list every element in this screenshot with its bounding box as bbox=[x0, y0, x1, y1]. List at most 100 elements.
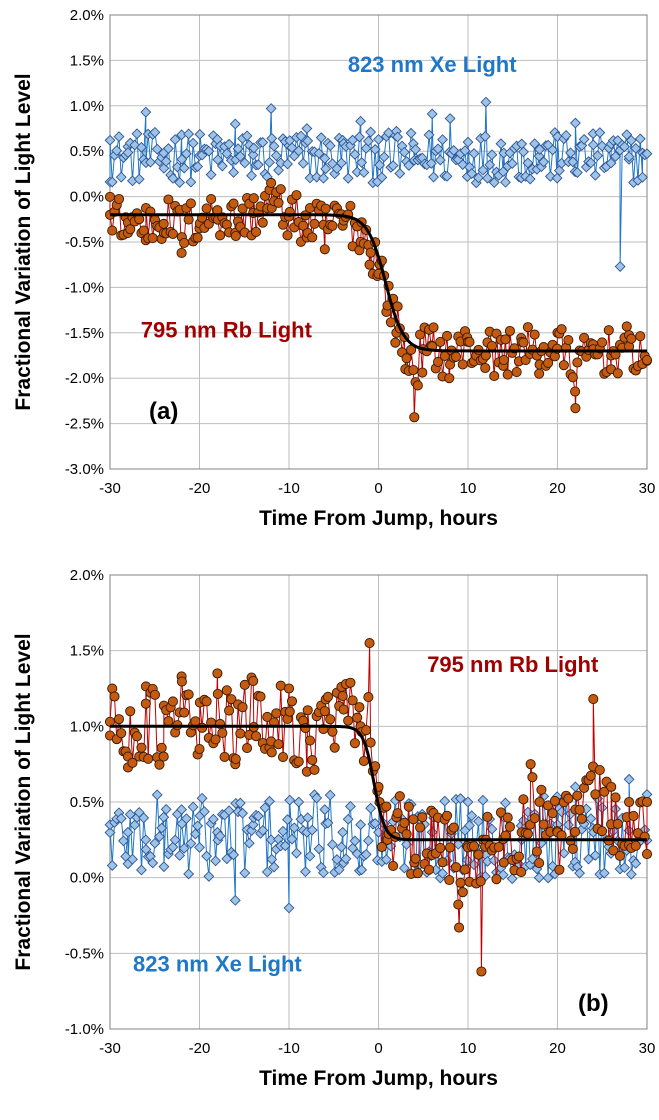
data-point-diamond bbox=[313, 148, 325, 159]
y-tick-label: -2.5% bbox=[65, 416, 104, 433]
data-point-diamond bbox=[340, 853, 352, 865]
data-point-circle bbox=[277, 751, 289, 763]
y-tick-label: -1.0% bbox=[65, 279, 104, 296]
data-point-diamond bbox=[587, 139, 599, 151]
data-point-circle bbox=[176, 676, 187, 687]
data-point-circle bbox=[217, 727, 228, 738]
data-point-circle bbox=[286, 696, 298, 707]
data-point-circle bbox=[415, 329, 426, 340]
y-tick-label: -2.0% bbox=[65, 370, 104, 387]
data-point-circle bbox=[570, 826, 581, 837]
data-point-circle bbox=[266, 747, 277, 758]
data-point-diamond bbox=[153, 831, 165, 843]
data-point-circle bbox=[475, 876, 486, 887]
data-point-diamond bbox=[140, 106, 152, 118]
data-point-circle bbox=[381, 801, 392, 812]
data-point-circle bbox=[588, 694, 599, 705]
data-point-diamond bbox=[207, 813, 219, 825]
data-point-circle bbox=[201, 696, 212, 707]
data-point-circle bbox=[603, 325, 614, 336]
data-point-circle bbox=[428, 322, 439, 333]
data-point-circle bbox=[131, 731, 143, 742]
data-point-circle bbox=[242, 743, 253, 754]
series-label-rb: 795 nm Rb Light bbox=[427, 652, 599, 677]
data-point-diamond bbox=[462, 796, 474, 808]
data-point-circle bbox=[525, 759, 536, 770]
x-tick-label: -10 bbox=[278, 1040, 300, 1057]
data-point-diamond bbox=[257, 824, 269, 836]
data-point-circle bbox=[448, 822, 459, 833]
data-point-circle bbox=[403, 801, 414, 812]
data-point-circle bbox=[574, 804, 585, 815]
data-point-diamond bbox=[547, 144, 559, 156]
data-point-circle bbox=[309, 218, 320, 229]
data-point-diamond bbox=[174, 850, 186, 861]
data-point-circle bbox=[179, 707, 190, 718]
data-point-diamond bbox=[247, 149, 259, 161]
data-point-circle bbox=[401, 829, 412, 840]
data-point-circle bbox=[237, 702, 248, 713]
data-point-diamond bbox=[304, 850, 316, 862]
data-point-diamond bbox=[248, 142, 260, 154]
data-point-circle bbox=[176, 247, 187, 258]
data-point-circle bbox=[450, 351, 462, 362]
y-tick-label: 0.0% bbox=[70, 870, 104, 887]
data-point-circle bbox=[415, 822, 426, 833]
data-point-circle bbox=[554, 864, 565, 875]
data-point-diamond bbox=[585, 813, 597, 825]
data-point-diamond bbox=[228, 849, 240, 861]
data-point-diamond bbox=[448, 144, 460, 156]
data-point-diamond bbox=[353, 131, 365, 143]
data-point-diamond bbox=[283, 902, 295, 914]
data-point-circle bbox=[125, 706, 136, 717]
data-point-diamond bbox=[180, 813, 192, 825]
data-point-diamond bbox=[610, 150, 621, 162]
data-point-diamond bbox=[598, 867, 610, 879]
data-point-diamond bbox=[293, 796, 305, 808]
data-point-circle bbox=[549, 795, 560, 806]
data-point-circle bbox=[262, 711, 273, 723]
data-point-circle bbox=[585, 770, 596, 781]
data-point-diamond bbox=[349, 835, 361, 847]
data-point-diamond bbox=[243, 837, 255, 849]
data-point-diamond bbox=[457, 159, 469, 170]
data-point-diamond bbox=[131, 128, 143, 140]
data-point-diamond bbox=[214, 830, 226, 842]
data-point-circle bbox=[464, 336, 475, 348]
data-point-diamond bbox=[500, 797, 511, 809]
data-point-circle bbox=[412, 868, 423, 879]
data-point-circle bbox=[197, 722, 208, 733]
data-point-diamond bbox=[229, 118, 241, 130]
data-point-diamond bbox=[376, 171, 388, 183]
data-point-circle bbox=[107, 225, 118, 236]
data-point-circle bbox=[167, 696, 178, 707]
data-point-circle bbox=[221, 685, 232, 696]
data-point-diamond bbox=[605, 157, 617, 169]
data-point-circle bbox=[468, 841, 480, 852]
data-point-diamond bbox=[324, 789, 336, 801]
data-point-diamond bbox=[115, 813, 127, 824]
data-point-circle bbox=[364, 638, 375, 649]
data-point-diamond bbox=[426, 108, 438, 120]
data-point-circle bbox=[409, 412, 420, 423]
data-point-diamond bbox=[335, 157, 347, 169]
data-point-diamond bbox=[160, 803, 172, 815]
x-tick-label: 30 bbox=[639, 1040, 656, 1057]
y-tick-label: 0.5% bbox=[70, 143, 104, 160]
data-point-diamond bbox=[295, 130, 307, 142]
data-point-circle bbox=[275, 184, 286, 195]
data-point-circle bbox=[493, 842, 504, 853]
data-point-circle bbox=[250, 226, 262, 237]
data-point-diamond bbox=[592, 150, 604, 162]
data-point-circle bbox=[480, 362, 491, 374]
data-point-diamond bbox=[542, 872, 554, 884]
data-point-diamond bbox=[369, 818, 381, 829]
data-point-diamond bbox=[337, 826, 349, 838]
data-point-diamond bbox=[241, 130, 253, 142]
x-tick-label: -20 bbox=[189, 480, 211, 497]
data-point-diamond bbox=[127, 853, 138, 865]
data-point-diamond bbox=[517, 146, 529, 158]
data-point-diamond bbox=[257, 136, 269, 148]
data-point-circle bbox=[608, 845, 619, 856]
data-point-circle bbox=[158, 218, 169, 229]
